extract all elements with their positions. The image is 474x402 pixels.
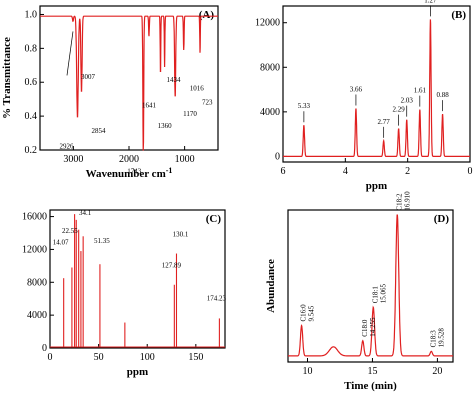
panel-a-peak-label: 3007	[81, 73, 96, 81]
panel-a-y-tick-label: 0.2	[25, 145, 38, 156]
panel-b-x-axis-title: ppm	[366, 180, 387, 192]
panel-d-peak-label: C18:014.255	[361, 317, 377, 337]
panel-b-peak-label: 5.33	[298, 102, 311, 110]
panel-b-peak-label: 2.77	[378, 118, 391, 126]
panel-a-x-tick-label: 2000	[119, 154, 139, 165]
panel-b-spectrum-trace	[283, 19, 470, 157]
panel-b-plot-frame	[282, 5, 471, 163]
panel-b-x-tick-label: 4	[343, 166, 348, 177]
panel-a-x-tick-label: 1000	[175, 154, 195, 165]
panel-c-x-tick-label: 100	[140, 352, 155, 363]
panel-a-y-tick-label: 1.0	[25, 9, 38, 20]
panel-a-leader-line	[66, 31, 74, 76]
panel-a-peak-label: 2854	[91, 127, 106, 135]
panel-c-c-nmr-spectrum: (C) 0 50 100 150 0 4000 8000 12000 16000 14.07 22.5…	[22, 209, 227, 378]
panel-d-peak-name: C18:0	[361, 319, 369, 337]
panel-a-y-axis-title: % Transmittance	[1, 37, 13, 119]
panel-a-peak-label: 1743	[127, 168, 142, 176]
panel-d-peak-name: C18:1	[371, 286, 379, 304]
panel-b-y-tick-label: 12000	[255, 18, 280, 29]
panel-d-peak-label: C18:216.910	[395, 191, 411, 211]
panel-b-h-nmr-spectrum: (B) 6 4 2 0 0 4000 8000 12000 0.88 1.27 1.612.032.2…	[255, 0, 473, 192]
panel-c-plot-frame	[49, 209, 226, 349]
panel-b-peak-label: 2.03	[401, 97, 414, 105]
panel-c-peak-label: 127.89	[162, 262, 182, 270]
panel-d-peak-name: C16:0	[300, 304, 308, 322]
panel-b-peak-label: 1.27	[424, 0, 437, 4]
panel-a-plot-frame	[39, 5, 219, 151]
panel-d-x-tick-label: 20	[432, 366, 442, 377]
panel-a-peak-label: 1016	[190, 85, 205, 93]
panel-c-peak-label: 174.23	[207, 294, 227, 302]
panel-b-x-tick-label: 0	[468, 166, 473, 177]
panel-d-peak-name: C18:2	[395, 193, 403, 211]
panel-b-y-tick-label: 8000	[260, 62, 280, 73]
panel-a-peak-label: 1360	[158, 122, 173, 130]
panel-a-x-axis-unit-exponent: -1	[166, 166, 173, 175]
panel-b-y-tick-label: 4000	[260, 107, 280, 118]
panel-d-peak-label: C18:319.528	[429, 328, 445, 348]
panel-b-peak-label: 2.29	[393, 106, 406, 114]
panel-a-peak-label: 1170	[183, 110, 197, 118]
panel-a-peak-label: 2926	[59, 142, 74, 150]
panel-d-plot-frame	[287, 209, 454, 363]
panel-c-y-tick-label: 4000	[27, 310, 47, 321]
panel-b-peak-label: 0.88	[436, 91, 449, 99]
panel-c-peak-label: 51.35	[94, 237, 110, 245]
panel-c-peak-label: 130.1	[173, 230, 189, 238]
panel-b-peak-label: 1.61	[414, 87, 427, 95]
panel-a-y-tick-label: 0.6	[25, 77, 38, 88]
panel-b-x-tick-label: 2	[405, 166, 410, 177]
panel-d-y-axis-title: Abundance	[265, 259, 277, 313]
panel-d-retention-time: 9.545	[308, 305, 316, 321]
panel-c-y-tick-label: 12000	[22, 244, 47, 255]
panel-d-peak-name: C18:3	[429, 330, 437, 348]
panel-b-letter: (B)	[451, 9, 466, 21]
panel-a-y-tick-label: 0.8	[25, 43, 38, 54]
panel-c-letter: (C)	[206, 213, 222, 225]
panel-c-peak-label: 34.1	[79, 209, 92, 217]
panel-a-transmittance-trace	[40, 15, 218, 151]
panel-d-peak-label: C16:09.545	[300, 304, 316, 322]
panel-d-retention-time: 14.255	[369, 317, 377, 337]
panel-a-x-axis-title: Wavenumber cm-1	[86, 166, 173, 180]
panel-d-letter: (D)	[434, 213, 450, 225]
panel-d-chromatogram-trace	[288, 214, 453, 357]
panel-d-retention-time: 16.910	[403, 191, 411, 211]
panel-c-y-tick-label: 16000	[22, 212, 47, 223]
panel-a-peak-label: 723	[202, 98, 213, 106]
panel-a-peak-label: 1641	[142, 102, 157, 110]
panel-a-ftir-spectrum: (A) 3000 2000 1000 0.2 0.4 0.6 0.8 1.0 3007 2926 28…	[1, 5, 219, 180]
panel-c-x-tick-label: 150	[188, 352, 203, 363]
panel-c-peak-label: 14.07	[53, 239, 69, 247]
panel-c-x-tick-label: 0	[48, 352, 53, 363]
panel-a-y-tick-label: 0.4	[25, 111, 38, 122]
panel-d-retention-time: 19.528	[437, 328, 445, 348]
panel-b-peak-label: 3.66	[350, 86, 363, 94]
panel-c-peak-label: 22.55	[62, 227, 78, 235]
panel-c-y-tick-label: 8000	[27, 277, 47, 288]
panel-a-letter: (A)	[199, 9, 215, 21]
panel-d-x-tick-label: 15	[367, 366, 377, 377]
panel-d-x-axis-title: Time (min)	[344, 380, 397, 392]
panel-a-x-tick-label: 3000	[63, 154, 83, 165]
panel-c-x-tick-label: 50	[94, 352, 104, 363]
panel-a-peak-label: 1434	[166, 76, 181, 84]
panel-c-x-axis-title: ppm	[127, 366, 148, 378]
panel-c-y-tick-label: 0	[42, 343, 47, 354]
panel-d-retention-time: 15.065	[379, 284, 387, 304]
panel-d-x-tick-label: 10	[302, 366, 312, 377]
panel-d-gc-chromatogram: (D) 10 15 20 C16:09.545 C18:014.255 C18:115.06…	[265, 191, 454, 392]
panel-b-x-tick-label: 6	[281, 166, 286, 177]
panel-b-y-tick-label: 0	[275, 151, 280, 162]
panel-d-peak-label: C18:115.065	[371, 284, 387, 304]
